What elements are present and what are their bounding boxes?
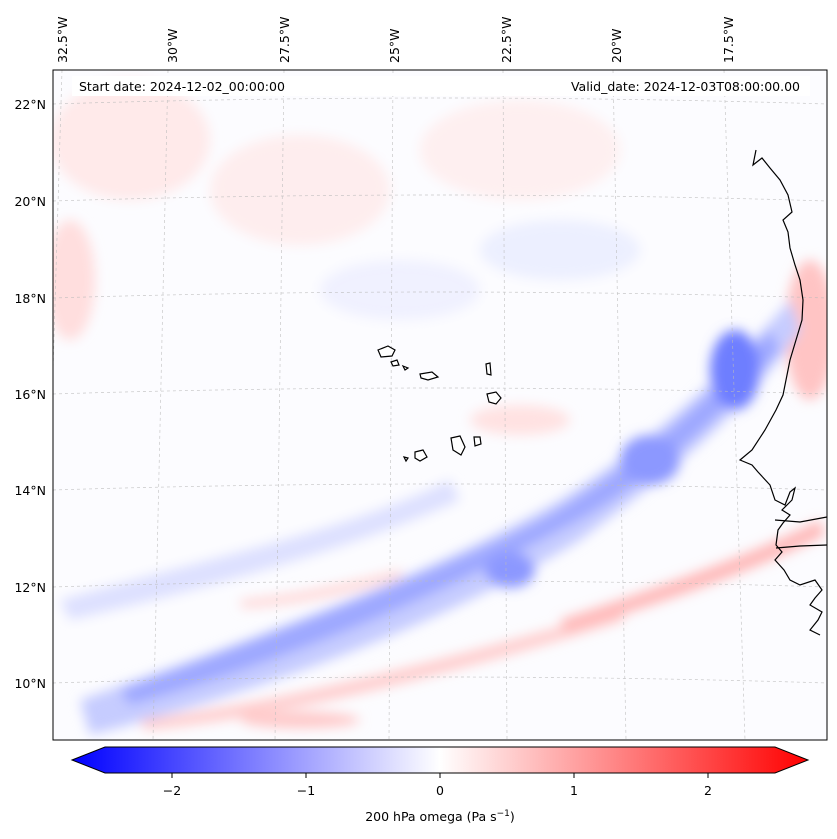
lon-labels: 32.5°W 30°W 27.5°W 25°W 22.5°W 20°W 17.5… [55,17,736,63]
colorbar-title: 200 hPa omega (Pa s−1) [365,809,515,824]
colorbar-tick-label: 2 [704,783,712,798]
gridlines [53,70,827,740]
lon-label: 27.5°W [277,17,292,63]
colorbar-ticks: −2 −1 0 1 2 [163,773,712,798]
african-coastline [738,149,827,636]
lat-label: 18°N [14,291,46,306]
lon-label: 20°W [609,28,624,63]
colorbar-tick-label: 1 [570,783,578,798]
lat-label: 16°N [14,387,46,402]
colorbar-tick-label: 0 [436,783,444,798]
omega-field [53,70,827,740]
lat-label: 12°N [14,580,46,595]
lon-label: 25°W [387,28,402,63]
lon-label: 22.5°W [499,17,514,63]
info-box [72,76,810,96]
lat-label: 22°N [14,97,46,112]
colorbar-tick-label: −2 [163,783,181,798]
lat-label: 14°N [14,483,46,498]
start-date: Start date: 2024-12-02_00:00:00 [79,79,285,94]
lat-label: 20°N [14,194,46,209]
lon-label: 30°W [165,28,180,63]
lon-label: 32.5°W [55,17,70,63]
colorbar-bar [70,746,810,774]
map-frame [52,69,828,741]
lat-labels: 22°N 20°N 18°N 16°N 14°N 12°N 10°N [14,97,46,691]
valid-date: Valid_date: 2024-12-03T08:00:00.00 [571,79,800,94]
colorbar-tick-label: −1 [297,783,315,798]
colorbar: −2 −1 0 1 2 200 hPa omega (Pa s−1) [70,746,810,824]
cape-verde-islands [377,345,502,463]
lat-label: 10°N [14,676,46,691]
lon-label: 17.5°W [721,17,736,63]
